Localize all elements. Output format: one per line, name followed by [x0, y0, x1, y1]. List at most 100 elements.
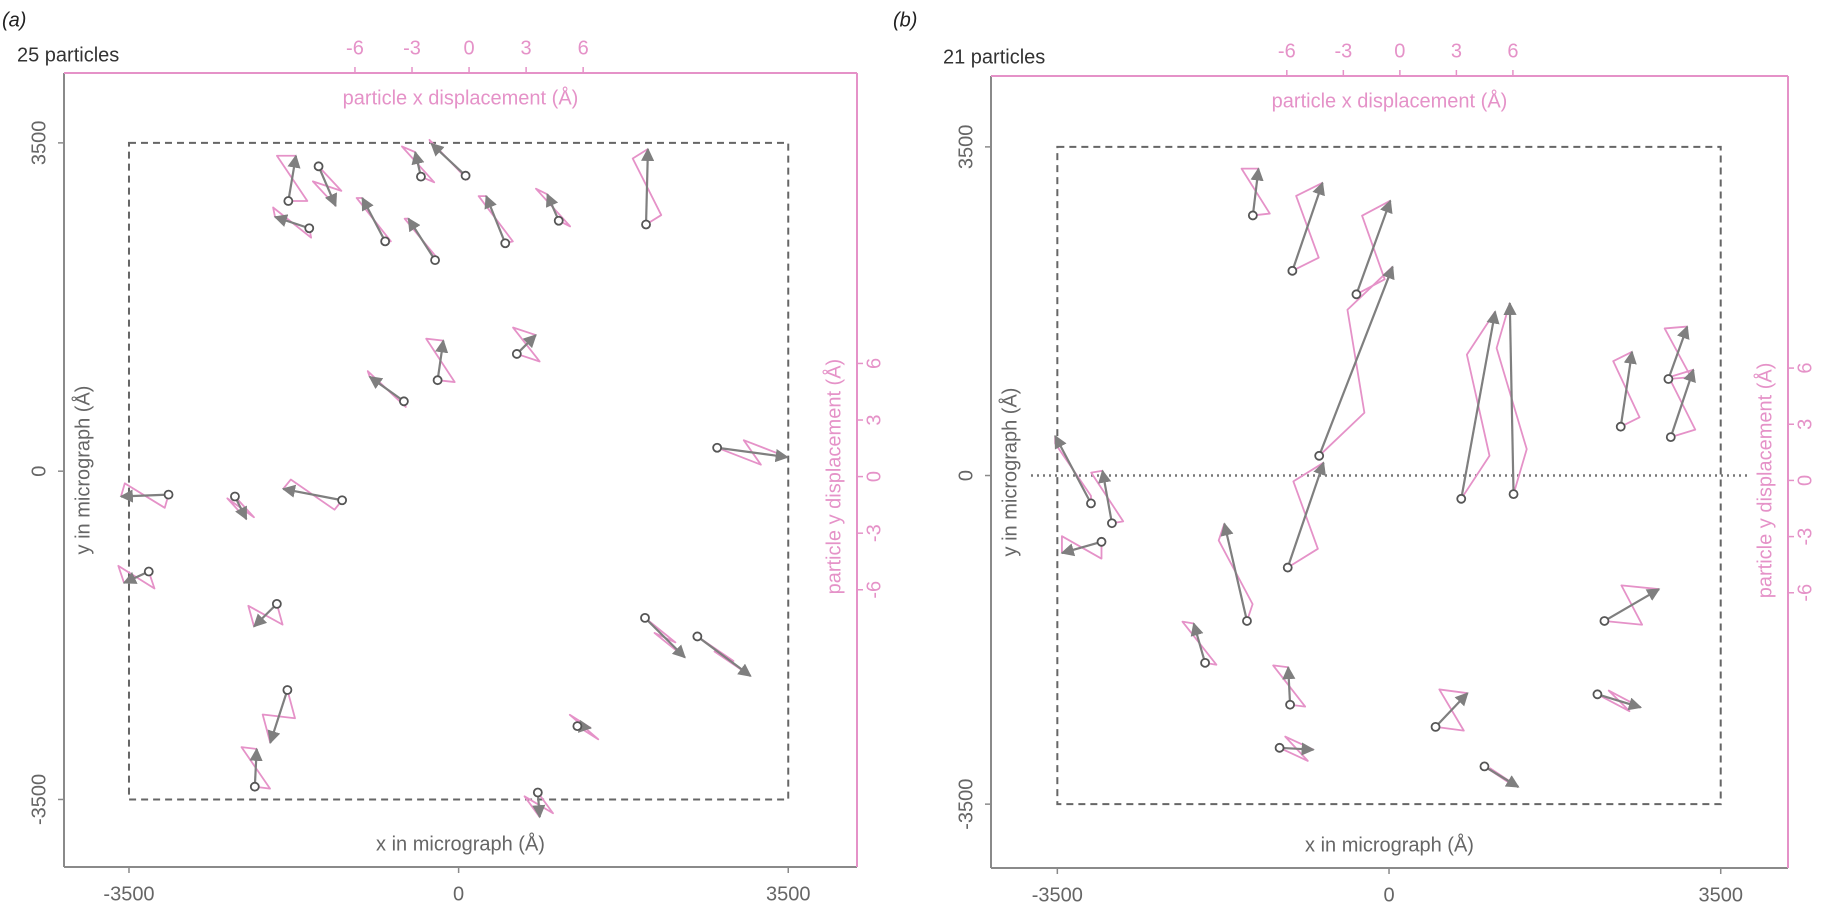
panel-label: (b): [893, 9, 917, 31]
displacement-arrow: [1603, 588, 1661, 622]
x2-tick-label: 0: [1394, 40, 1405, 62]
x-tick-label: 3500: [1698, 884, 1743, 906]
x2-tick-label: 0: [463, 37, 474, 59]
y2-tick-label: 6: [1794, 363, 1816, 374]
displacement-arrow: [1291, 181, 1325, 272]
particle-origin: [1508, 489, 1519, 500]
particle-origin: [712, 442, 723, 453]
displacement-arrow: [267, 689, 289, 745]
particle-origin: [1615, 421, 1626, 432]
displacement-arrow: [1282, 665, 1296, 705]
displacement-arrow: [430, 142, 467, 177]
y2-tick-label: 6: [863, 358, 885, 369]
displacement-arrow: [249, 747, 263, 787]
displacement-arrow: [435, 339, 449, 381]
particle-origin: [249, 781, 260, 792]
displacement-arrow: [641, 147, 655, 225]
particle-origin: [282, 685, 293, 695]
x-tick-label: 0: [1383, 884, 1394, 906]
displacement-arrow: [407, 217, 436, 261]
micrograph-bounds: [127, 141, 790, 801]
particle-origin: [1314, 450, 1325, 461]
y-tick-label: 0: [955, 470, 977, 481]
y-tick-label: 3500: [955, 125, 977, 170]
displacement-arrow: [317, 165, 338, 208]
y-axis-title: y in micrograph (Å): [998, 388, 1021, 557]
particle-origin: [1592, 689, 1603, 700]
particle-origin: [1456, 493, 1467, 504]
particle-origin: [143, 566, 154, 577]
particle-origin: [163, 489, 174, 500]
particle-origin: [1242, 616, 1252, 626]
micrograph-bounds: [1056, 145, 1722, 806]
x2-tick-label: 3: [521, 37, 532, 59]
particle-origin: [380, 236, 391, 247]
displacement-arrow: [1667, 325, 1690, 380]
x-tick-label: -3500: [1032, 884, 1083, 906]
y-tick-label: 0: [28, 466, 50, 477]
displacement-arrow: [368, 375, 405, 403]
y2-tick-label: 3: [863, 414, 885, 425]
particle-origin: [1285, 699, 1295, 710]
displacement-arrow: [1098, 469, 1114, 524]
particle-origin: [532, 787, 543, 798]
particle-origin: [337, 495, 348, 506]
particle-origin: [692, 631, 703, 642]
x-axis-title: x in micrograph (Å): [1305, 833, 1474, 856]
particle-count: 25 particles: [17, 44, 119, 66]
particle-origin: [283, 196, 294, 206]
particle-origin: [460, 170, 471, 181]
displacement-arrow: [1434, 692, 1469, 728]
particle-origin: [640, 612, 650, 623]
x2-tick-label: -6: [1278, 40, 1296, 62]
y-tick-label: -3500: [28, 774, 50, 825]
particle-origin: [1479, 761, 1490, 772]
particle-origin: [313, 161, 324, 172]
particle-origin: [553, 215, 564, 226]
displacement-arrow: [287, 154, 301, 202]
x2-tick-label: -3: [403, 37, 421, 59]
panel-label: (a): [2, 9, 26, 31]
displacement-arrow: [1220, 522, 1249, 622]
particle-origin: [1107, 518, 1117, 529]
particle-origin: [572, 721, 583, 732]
y2-axis-title: particle y displacement (Å): [1753, 363, 1776, 599]
displacement-arrow: [1355, 199, 1393, 295]
y2-tick-label: -6: [1794, 584, 1816, 602]
displacement-arrow: [253, 603, 278, 628]
x-axis-title: x in micrograph (Å): [376, 832, 545, 855]
y-tick-label: -3500: [955, 779, 977, 830]
displacement-arrow: [1503, 301, 1517, 495]
displacement-arrow: [716, 446, 789, 463]
x2-tick-label: -3: [1334, 40, 1352, 62]
particle-origin: [1430, 721, 1441, 732]
particle-origin: [416, 171, 426, 182]
x-tick-label: 0: [453, 883, 464, 905]
y2-tick-label: 0: [863, 471, 885, 482]
displacement-arrow: [1060, 540, 1102, 557]
x2-tick-label: 6: [1507, 40, 1518, 62]
particle-origin: [1287, 265, 1298, 276]
y2-tick-label: -3: [1794, 528, 1816, 546]
particle-origin: [1599, 616, 1610, 626]
displacement-arrow: [281, 484, 343, 502]
displacement-arrow: [1318, 265, 1395, 457]
particle-origin: [1086, 498, 1096, 509]
y2-tick-label: -6: [863, 581, 885, 599]
y2-tick-label: 3: [1794, 419, 1816, 430]
displacement-arrow: [1669, 368, 1696, 438]
displacement-arrow: [361, 196, 387, 242]
particle-origin: [1247, 210, 1258, 221]
displacement-arrow: [644, 617, 686, 659]
displacement-arrow: [1597, 693, 1643, 711]
particle-origin: [1663, 374, 1674, 384]
particle-origin: [511, 349, 522, 359]
particle-count: 21 particles: [943, 46, 1045, 68]
particle-origin: [430, 255, 440, 266]
x2-tick-label: 6: [578, 37, 589, 59]
particle-origin: [398, 396, 409, 407]
particle-origin: [1351, 289, 1362, 300]
displacement-arrow: [696, 635, 752, 677]
particle-origin: [271, 598, 282, 609]
